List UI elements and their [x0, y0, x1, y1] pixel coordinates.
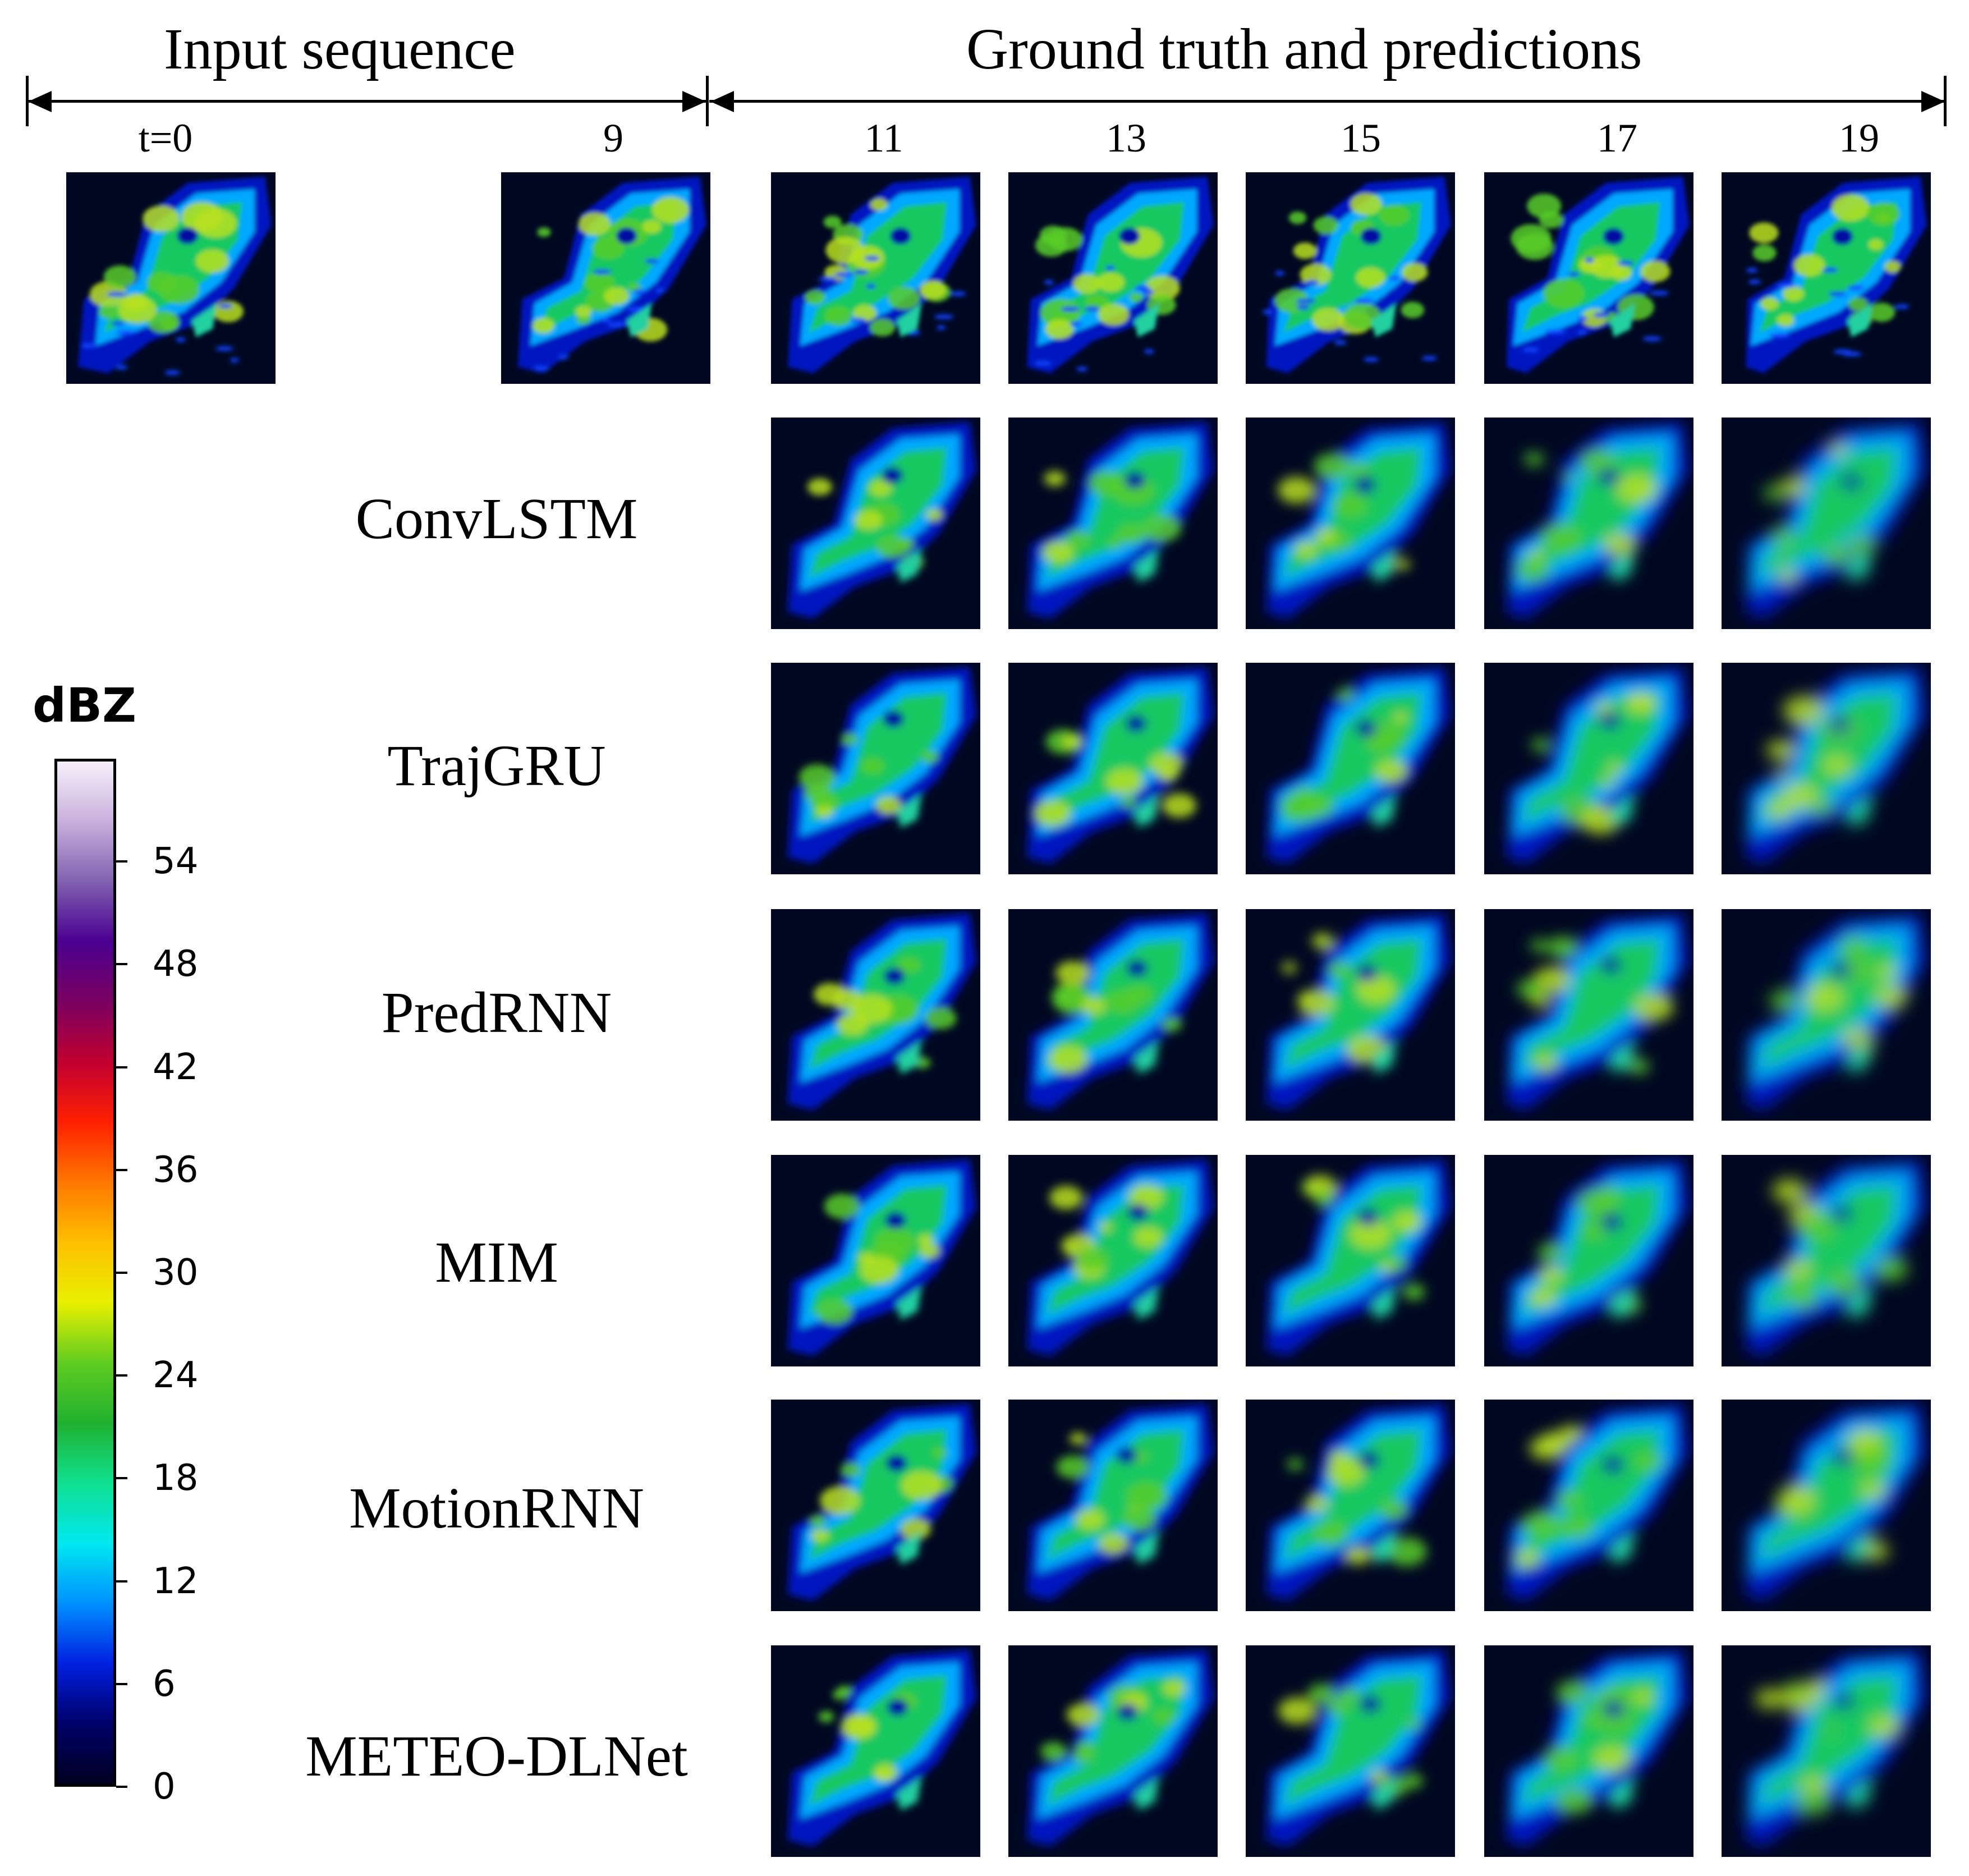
colorbar-tick-label: 36	[153, 1149, 199, 1191]
colorbar-tick-mark	[116, 1786, 127, 1788]
prediction-panel-convlstm-13	[1008, 418, 1218, 629]
ground-truth-panel-13	[1008, 172, 1218, 384]
time-label-13: 13	[1106, 116, 1146, 160]
prediction-panel-motionrnn-19	[1722, 1400, 1931, 1611]
colorbar-tick-label: 48	[153, 943, 199, 985]
prediction-panel-convlstm-17	[1484, 418, 1693, 629]
colorbar-tick-mark	[116, 1168, 127, 1171]
row-label-meteo-dlnet: METEO-DLNet	[305, 1724, 688, 1788]
prediction-panel-convlstm-15	[1246, 418, 1455, 629]
prediction-panel-motionrnn-11	[771, 1400, 980, 1611]
colorbar-tick-mark	[116, 1066, 127, 1068]
prediction-panel-trajgru-11	[771, 663, 980, 874]
colorbar-tick-mark	[116, 1682, 127, 1685]
time-label-17: 17	[1597, 116, 1637, 160]
input-sequence-header: Input sequence	[164, 17, 516, 81]
colorbar-tick-label: 24	[153, 1355, 199, 1397]
prediction-panel-mim-15	[1246, 1155, 1455, 1366]
prediction-panel-predrnn-15	[1246, 909, 1455, 1121]
colorbar-tick-label: 6	[153, 1663, 176, 1705]
ground-truth-header: Ground truth and predictions	[966, 17, 1642, 81]
prediction-panel-meteo-dlnet-11	[771, 1645, 980, 1857]
colorbar	[54, 759, 116, 1787]
prediction-panel-trajgru-13	[1008, 663, 1218, 874]
prediction-panel-predrnn-13	[1008, 909, 1218, 1121]
time-label-9: 9	[603, 116, 623, 160]
prediction-panel-meteo-dlnet-15	[1246, 1645, 1455, 1857]
time-label-t0: t=0	[138, 116, 193, 160]
ground-truth-panel-15	[1246, 172, 1455, 384]
time-label-11: 11	[864, 116, 903, 160]
colorbar-tick-label: 18	[153, 1457, 199, 1499]
ground-truth-panel-19	[1722, 172, 1931, 384]
ground-truth-panel-17	[1484, 172, 1693, 384]
prediction-panel-convlstm-11	[771, 418, 980, 629]
colorbar-tick-mark	[116, 860, 127, 863]
row-label-motionrnn: MotionRNN	[349, 1476, 644, 1540]
colorbar-tick-mark	[116, 963, 127, 966]
row-label-predrnn: PredRNN	[381, 980, 612, 1045]
colorbar-tick-mark	[116, 1374, 127, 1377]
time-label-15: 15	[1341, 116, 1381, 160]
prediction-panel-motionrnn-13	[1008, 1400, 1218, 1611]
prediction-panel-predrnn-11	[771, 909, 980, 1121]
prediction-panel-trajgru-19	[1722, 663, 1931, 874]
prediction-panel-trajgru-17	[1484, 663, 1693, 874]
colorbar-tick-mark	[116, 1272, 127, 1274]
time-label-19: 19	[1839, 116, 1879, 160]
colorbar-tick-mark	[116, 1477, 127, 1480]
prediction-panel-trajgru-15	[1246, 663, 1455, 874]
row-label-convlstm: ConvLSTM	[355, 487, 638, 551]
colorbar-tick-mark	[116, 1580, 127, 1583]
prediction-panel-motionrnn-15	[1246, 1400, 1455, 1611]
colorbar-tick-label: 42	[153, 1046, 199, 1088]
prediction-panel-mim-11	[771, 1155, 980, 1366]
row-label-mim: MIM	[435, 1230, 558, 1295]
colorbar-tick-label: 0	[153, 1766, 176, 1808]
colorbar-tick-label: 30	[153, 1252, 199, 1294]
prediction-panel-convlstm-19	[1722, 418, 1931, 629]
prediction-panel-mim-19	[1722, 1155, 1931, 1366]
prediction-panel-mim-13	[1008, 1155, 1218, 1366]
colorbar-tick-label: 12	[153, 1560, 199, 1602]
colorbar-gradient	[57, 762, 113, 1784]
ground-truth-panel-11	[771, 172, 980, 384]
row-label-trajgru: TrajGRU	[387, 733, 606, 798]
prediction-panel-mim-17	[1484, 1155, 1693, 1366]
colorbar-title: dBZ	[33, 678, 137, 733]
prediction-panel-meteo-dlnet-17	[1484, 1645, 1693, 1857]
prediction-panel-meteo-dlnet-19	[1722, 1645, 1931, 1857]
input-panel-t9	[501, 172, 710, 384]
input-panel-t0	[66, 172, 276, 384]
prediction-panel-meteo-dlnet-13	[1008, 1645, 1218, 1857]
prediction-panel-predrnn-19	[1722, 909, 1931, 1121]
prediction-panel-predrnn-17	[1484, 909, 1693, 1121]
prediction-panel-motionrnn-17	[1484, 1400, 1693, 1611]
colorbar-tick-label: 54	[153, 841, 199, 883]
